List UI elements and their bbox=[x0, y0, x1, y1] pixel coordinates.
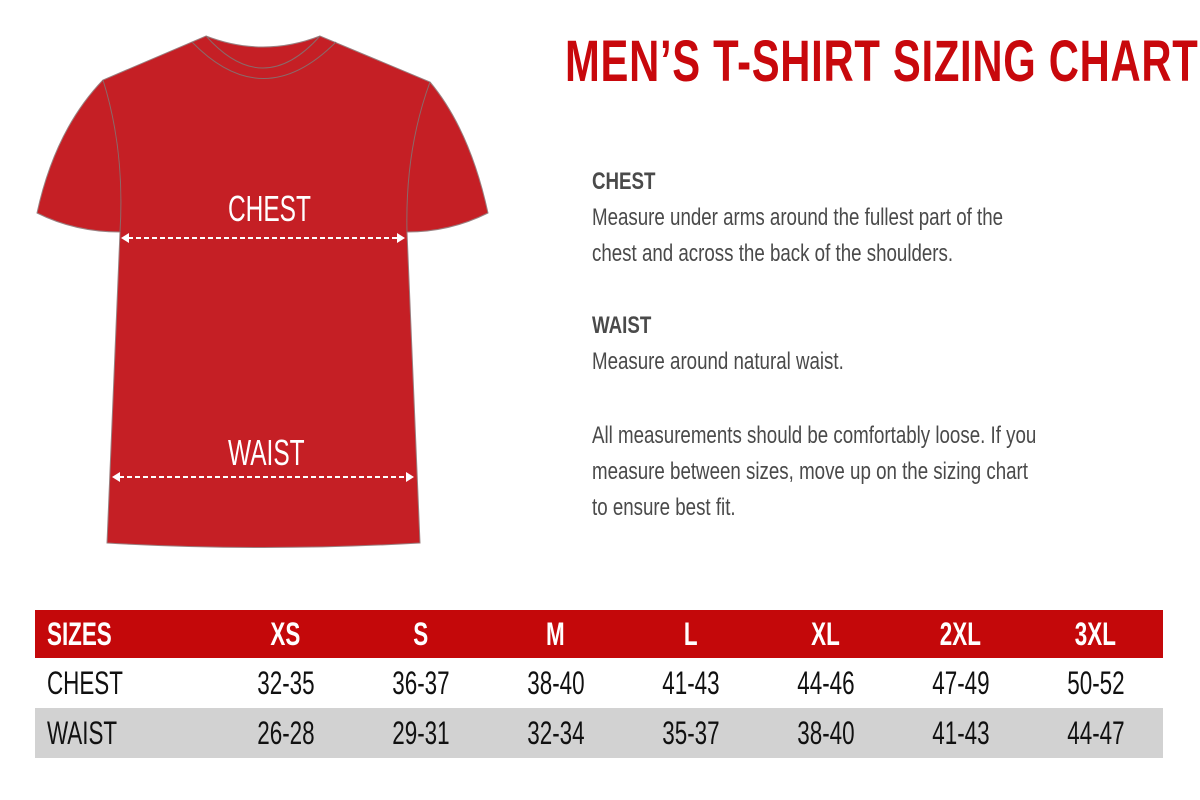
header-cell: 3XL bbox=[1028, 616, 1163, 653]
header-cell: S bbox=[353, 616, 488, 653]
chest-description-line: chest and across the back of the shoulde… bbox=[592, 240, 954, 267]
chest-description-row: Measure under arms around the fullest pa… bbox=[592, 200, 1119, 236]
sizing-table: SIZES XS S M L XL 2XL 3XL CHEST 32-35 36… bbox=[35, 610, 1163, 758]
table-cell-text: 44-46 bbox=[796, 664, 855, 701]
table-cell: 44-47 bbox=[1028, 715, 1163, 752]
header-cell: SIZES bbox=[35, 616, 218, 653]
shirt-chest-label-text: CHEST bbox=[228, 188, 311, 229]
table-cell-text: 35-37 bbox=[661, 714, 720, 751]
table-cell-text: 38-40 bbox=[796, 714, 855, 751]
row-label: CHEST bbox=[35, 665, 218, 702]
table-cell: 41-43 bbox=[893, 715, 1028, 752]
header-cell-text: L bbox=[683, 615, 698, 652]
table-cell: 47-49 bbox=[893, 665, 1028, 702]
chest-heading-line: CHEST bbox=[592, 164, 1119, 200]
table-cell-text: 41-43 bbox=[931, 714, 990, 751]
table-row-waist: WAIST 26-28 29-31 32-34 35-37 38-40 41-4… bbox=[35, 708, 1163, 758]
header-cell-text: M bbox=[546, 615, 565, 652]
collar-inner bbox=[205, 35, 321, 69]
note-row: measure between sizes, move up on the si… bbox=[592, 454, 1162, 490]
table-header-row: SIZES XS S M L XL 2XL 3XL bbox=[35, 610, 1163, 658]
table-cell: 32-34 bbox=[488, 715, 623, 752]
table-cell: 32-35 bbox=[218, 665, 353, 702]
table-cell: 26-28 bbox=[218, 715, 353, 752]
table-cell-text: 50-52 bbox=[1066, 664, 1125, 701]
table-cell: 38-40 bbox=[758, 715, 893, 752]
page-title-text: MEN’S T-SHIRT SIZING CHART bbox=[565, 29, 1199, 94]
row-label-text: CHEST bbox=[47, 664, 123, 701]
table-cell-text: 32-34 bbox=[526, 714, 585, 751]
table-cell: 29-31 bbox=[353, 715, 488, 752]
table-cell-text: 38-40 bbox=[526, 664, 585, 701]
shirt-chest-label: CHEST bbox=[228, 188, 350, 230]
page-title: MEN’S T-SHIRT SIZING CHART bbox=[565, 28, 1200, 95]
table-cell-text: 47-49 bbox=[931, 664, 990, 701]
table-cell-text: 29-31 bbox=[391, 714, 450, 751]
header-cell: 2XL bbox=[893, 616, 1028, 653]
row-label-text: WAIST bbox=[47, 714, 118, 751]
row-label: WAIST bbox=[35, 715, 218, 752]
tshirt-illustration bbox=[36, 35, 489, 548]
header-cell: XS bbox=[218, 616, 353, 653]
header-cell-text: SIZES bbox=[47, 615, 112, 652]
shirt-waist-label: WAIST bbox=[228, 432, 341, 474]
waist-info: WAIST Measure around natural waist. bbox=[592, 308, 915, 380]
header-cell: XL bbox=[758, 616, 893, 653]
tshirt-body bbox=[36, 35, 489, 548]
waist-measure-arrow bbox=[112, 472, 414, 482]
right-sleeve-seam bbox=[406, 81, 431, 233]
header-cell-text: S bbox=[413, 615, 428, 652]
header-cell-text: XL bbox=[811, 615, 840, 652]
table-cell-text: 32-35 bbox=[256, 664, 315, 701]
note-row: All measurements should be comfortably l… bbox=[592, 418, 1162, 454]
left-sleeve-seam bbox=[102, 79, 122, 233]
waist-description-row: Measure around natural waist. bbox=[592, 344, 915, 380]
chest-description-line: Measure under arms around the fullest pa… bbox=[592, 204, 1004, 231]
waist-heading-line: WAIST bbox=[592, 308, 915, 344]
table-cell: 44-46 bbox=[758, 665, 893, 702]
collar-seam bbox=[191, 41, 337, 79]
table-cell-text: 44-47 bbox=[1066, 714, 1125, 751]
chest-description-row: chest and across the back of the shoulde… bbox=[592, 236, 1119, 272]
note-line: All measurements should be comfortably l… bbox=[592, 422, 1037, 449]
header-cell-text: 2XL bbox=[939, 615, 982, 652]
fit-note: All measurements should be comfortably l… bbox=[592, 418, 1162, 526]
table-cell-text: 36-37 bbox=[391, 664, 450, 701]
table-row-chest: CHEST 32-35 36-37 38-40 41-43 44-46 47-4… bbox=[35, 658, 1163, 708]
header-cell-text: XS bbox=[270, 615, 301, 652]
table-cell-text: 41-43 bbox=[661, 664, 720, 701]
note-line: to ensure best fit. bbox=[592, 494, 736, 521]
note-line: measure between sizes, move up on the si… bbox=[592, 458, 1028, 485]
table-cell: 41-43 bbox=[623, 665, 758, 702]
header-cell-text: 3XL bbox=[1074, 615, 1117, 652]
header-cell: L bbox=[623, 616, 758, 653]
table-cell: 38-40 bbox=[488, 665, 623, 702]
table-cell: 36-37 bbox=[353, 665, 488, 702]
note-row: to ensure best fit. bbox=[592, 490, 1162, 526]
header-cell: M bbox=[488, 616, 623, 653]
chest-info: CHEST Measure under arms around the full… bbox=[592, 164, 1119, 272]
waist-heading: WAIST bbox=[592, 312, 652, 339]
shirt-waist-label-text: WAIST bbox=[228, 432, 305, 473]
table-cell: 35-37 bbox=[623, 715, 758, 752]
table-cell-text: 26-28 bbox=[256, 714, 315, 751]
table-cell: 50-52 bbox=[1028, 665, 1163, 702]
chest-heading: CHEST bbox=[592, 168, 656, 195]
chest-measure-arrow bbox=[121, 233, 405, 243]
waist-description-line: Measure around natural waist. bbox=[592, 348, 844, 375]
